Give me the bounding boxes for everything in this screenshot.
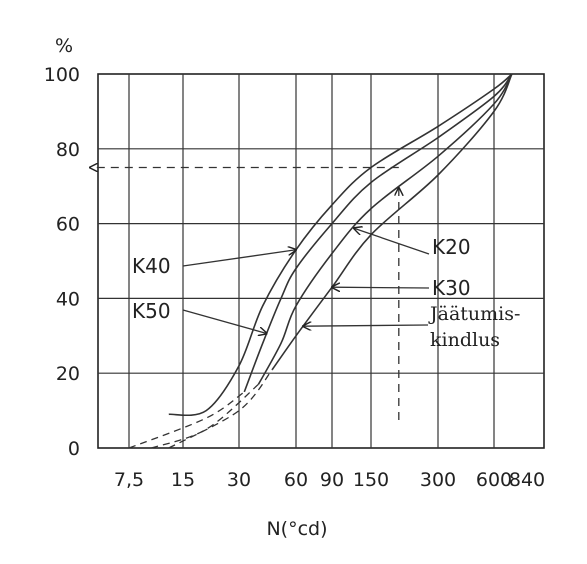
annotation-arrow [354,228,430,255]
x-tick-label: 15 [171,469,195,491]
annotation-arrow [182,250,296,267]
y-tick-label: 0 [68,438,80,460]
x-axis-label: N(°cd) [266,518,327,540]
x-tick-label: 30 [227,469,251,491]
annotation-arrow [303,325,429,326]
annotation-layer: K40 K50 K20 K30 Jäätumis-kindlus [132,228,520,351]
annotation-arrow [182,309,267,333]
series-k30-extrapolated [168,369,273,449]
reference-line-layer [90,168,399,420]
x-tick-label: 300 [420,469,456,491]
annotation-text: K50 [132,299,171,323]
y-tick-label: 100 [44,64,80,86]
series-k50-line [243,73,513,393]
series-k20-line [257,73,513,385]
y-tick-label: 60 [56,214,80,236]
series-layer [128,73,513,449]
annotation-text: Jäätumis- [428,303,520,325]
annotation-k20: K20 [354,228,471,259]
series-k20-extrapolated [151,383,259,449]
y-tick-label: 40 [56,288,80,310]
series-k30-line [271,73,513,370]
x-tick-label: 600 [476,469,512,491]
annotation-k40: K40 [132,250,296,278]
grid [97,73,545,449]
y-tick-label: 80 [56,139,80,161]
annotation-arrow [332,287,430,288]
annotation-text: kindlus [430,329,500,351]
series-k40-line [168,73,513,417]
y-axis-label: % [55,35,73,57]
y-tick-label: 20 [56,363,80,385]
x-tick-label: 840 [509,469,545,491]
annotation-text: K30 [432,276,471,300]
plot-frame [97,73,545,449]
annotation-k30: K30 [332,276,471,300]
annotation-text: K40 [132,254,171,278]
x-tick-label: 7,5 [114,469,144,491]
annotation-text: K20 [432,235,471,259]
annotation-jaatumis: Jäätumis-kindlus [303,303,520,351]
x-tick-label: 90 [320,469,344,491]
x-tick-label: 60 [284,469,308,491]
series-k50-extrapolated [128,391,245,449]
annotation-k50: K50 [132,299,267,333]
x-tick-label: 150 [353,469,389,491]
